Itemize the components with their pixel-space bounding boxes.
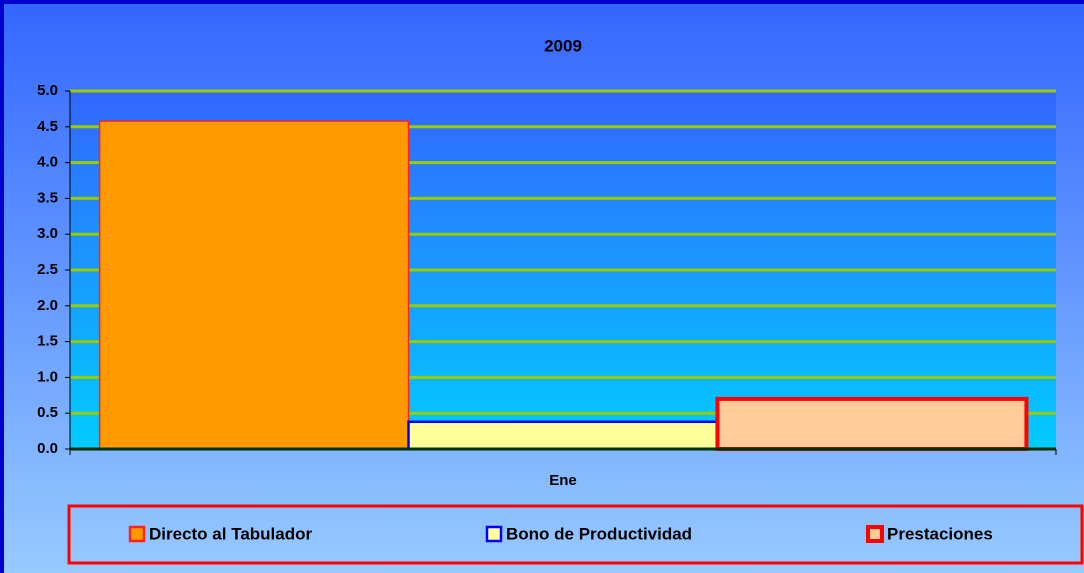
y-tick-label: 2.0 <box>37 297 58 314</box>
legend-marker <box>866 525 884 543</box>
y-tick-label: 3.0 <box>37 225 58 242</box>
y-tick-label: 3.5 <box>37 189 58 206</box>
y-tick-label: 0.0 <box>37 440 58 457</box>
y-tick-label: 2.5 <box>37 261 58 278</box>
bar <box>98 120 410 450</box>
legend-text: Directo al Tabulador <box>149 524 312 543</box>
x-tick-label: Ene <box>549 472 577 489</box>
y-tick-label: 1.5 <box>37 333 58 350</box>
legend-marker <box>485 525 503 543</box>
legend-text: Bono de Productividad <box>506 524 692 543</box>
legend-text: Prestaciones <box>887 524 993 543</box>
legend-marker <box>128 525 146 543</box>
chart-title: 2009 <box>544 36 582 55</box>
legend-box <box>67 504 1084 565</box>
y-tick-label: 1.0 <box>37 368 58 385</box>
y-tick-label: 0.5 <box>37 404 58 421</box>
y-tick-label: 5.0 <box>37 82 58 99</box>
bar <box>407 420 719 451</box>
bar <box>715 396 1029 452</box>
y-tick-label: 4.5 <box>37 118 58 135</box>
y-tick-label: 4.0 <box>37 154 58 171</box>
